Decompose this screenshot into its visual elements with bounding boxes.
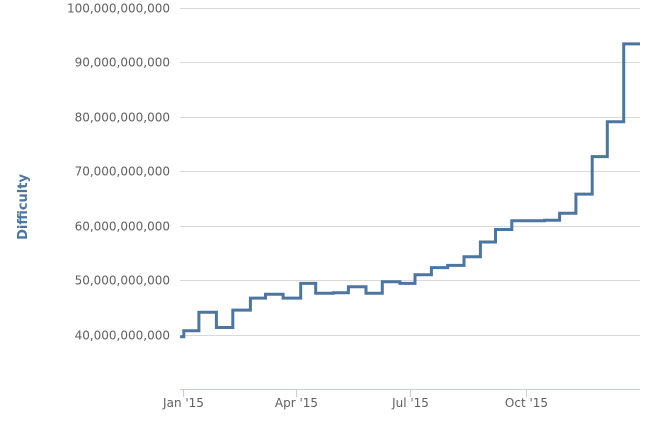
y-tick-label: 80,000,000,000 <box>75 111 170 125</box>
y-tick-label: 70,000,000,000 <box>75 165 170 179</box>
x-tick-label: Jan '15 <box>162 396 204 410</box>
x-axis-ticks: Jan '15 Apr '15 Jul '15 Oct '15 <box>162 389 548 410</box>
x-tick-label: Jul '15 <box>391 396 429 410</box>
y-tick-label: 100,000,000,000 <box>67 2 170 16</box>
y-tick-label: 50,000,000,000 <box>75 274 170 288</box>
y-axis-ticks: 40,000,000,000 50,000,000,000 60,000,000,0… <box>67 2 170 343</box>
y-axis-title: Difficulty <box>16 174 31 240</box>
series-line-difficulty[interactable] <box>180 42 640 339</box>
x-tick-label: Oct '15 <box>505 396 548 410</box>
y-tick-label: 40,000,000,000 <box>75 329 170 343</box>
y-tick-label: 90,000,000,000 <box>75 56 170 70</box>
y-tick-label: 60,000,000,000 <box>75 220 170 234</box>
x-tick-label: Apr '15 <box>275 396 318 410</box>
grid-lines <box>180 8 640 336</box>
